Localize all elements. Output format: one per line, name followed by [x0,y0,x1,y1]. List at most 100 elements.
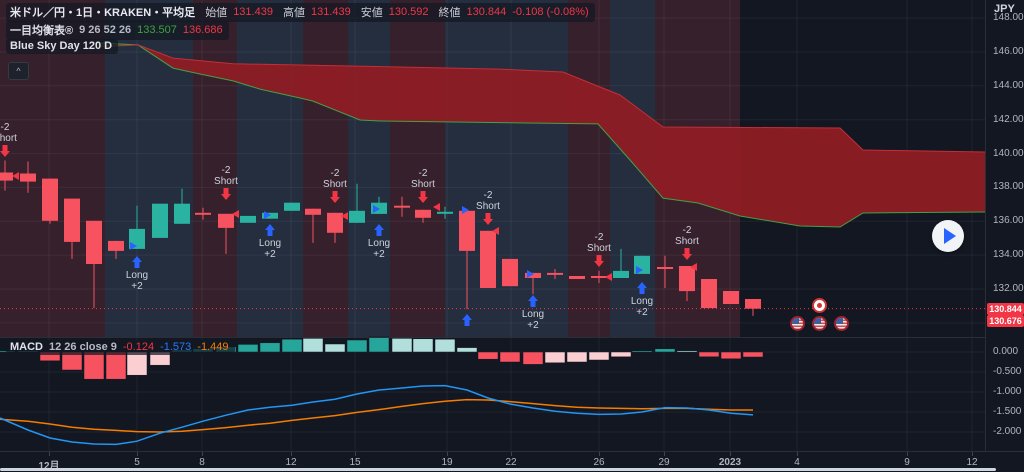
candle-body [108,240,124,251]
candle-body [394,205,410,208]
candle-body [284,202,300,211]
bg-stripe [445,0,568,337]
time-tick-mark [599,452,600,456]
candle-body [569,276,585,279]
short-signal-size: -2 [222,165,231,176]
time-tick-mark [511,452,512,456]
high-value: 131.439 [310,6,351,18]
long-signal-arrow-icon[interactable] [374,224,384,236]
time-tick-label: 22 [505,457,517,468]
long-signal-arrow-icon[interactable] [265,224,275,236]
candle-body [480,230,496,288]
candle-body [437,211,453,214]
long-signal-size: +2 [636,307,648,318]
play-button[interactable] [932,220,964,252]
bg-stripe [568,0,610,337]
candle-body [20,173,36,182]
symbol-title: 米ドル／円・1日・KRAKEN・平均足 [10,7,196,19]
event-dot-core [817,303,822,308]
candle-body [174,203,190,224]
symbol-legend[interactable]: 米ドル／円・1日・KRAKEN・平均足 始値 131.439 高値 131.439 … [6,3,595,22]
long-entry-marker[interactable] [527,270,534,278]
candle-body [64,198,80,242]
short-signal-arrow-icon[interactable] [0,145,10,157]
timeline-scrollbar[interactable] [0,468,996,471]
long-signal-label: Long [631,296,653,307]
time-axis[interactable]: 12月 5 8 12 15 19 22 26 29 2023 4 9 12 [0,451,1024,472]
candle-body [86,220,102,264]
long-signal-label: Long [368,238,390,249]
time-tick-mark [797,452,798,456]
short-entry-marker[interactable] [12,172,19,180]
macd-histogram-bar [742,351,764,358]
macd-histogram-bar [324,343,346,353]
long-signal-arrow-icon[interactable] [637,282,647,294]
macd-signal-value: -1.449 [197,341,229,353]
macd-histogram-bar [720,351,742,360]
short-signal-arrow-icon[interactable] [483,213,493,225]
candle-body [723,291,739,304]
economic-event-dot-icon[interactable] [812,298,827,313]
bg-stripe [303,0,348,337]
short-signal-label: Short [675,236,699,247]
long-entry-marker[interactable] [130,242,137,250]
macd-histogram-bar [302,338,324,353]
long-entry-marker[interactable] [373,205,380,213]
long-signal-arrow-icon[interactable] [132,256,142,268]
bg-stripe [105,0,193,337]
time-tick-label: 12 [966,457,978,468]
long-entry-marker[interactable] [462,206,469,214]
macd-histogram-bar [610,351,632,358]
senkou-b-line [94,44,985,153]
price-axis[interactable]: JPY 130.844 130.676 148.000 146.000 144.00… [985,0,1024,451]
short-signal-label: Short [214,176,238,187]
macd-histogram-bar [105,351,127,380]
short-entry-marker[interactable] [605,273,612,281]
open-value: 131.439 [233,6,273,18]
macd-histogram-bar [391,338,413,353]
short-entry-marker[interactable] [492,227,499,235]
price-tick-label: 134.000 [993,249,1024,260]
economic-event-flag-icon[interactable] [790,316,805,331]
currency-label: JPY [994,3,1015,15]
time-tick-mark [355,452,356,456]
economic-event-flag-icon[interactable] [834,316,849,331]
long-signal-arrow-icon[interactable] [462,314,472,326]
short-signal-arrow-icon[interactable] [330,191,340,203]
price-chart[interactable]: -2Short-2Short-2Short-2Short-2Short-2Sho… [0,0,985,466]
blue-sky-day-name: Blue Sky Day 120 D [10,40,113,52]
macd-histogram-bar [676,350,698,353]
macd-histogram-bar [654,348,676,353]
short-signal-size: -2 [331,168,340,179]
time-tick-mark [202,452,203,456]
candle-body [547,272,563,275]
short-entry-marker[interactable] [341,212,348,220]
short-signal-arrow-icon[interactable] [221,188,231,200]
macd-params: 12 26 close 9 [49,341,117,353]
time-tick-mark [291,452,292,456]
economic-event-flag-icon[interactable] [812,316,827,331]
short-signal-arrow-icon[interactable] [594,255,604,267]
candle-body [262,212,278,219]
macd-legend[interactable]: MACD 12 26 close 9 -0.124 -1.573 -1.449 [6,340,235,355]
legend-collapse-button[interactable]: ^ [8,62,29,80]
blue-sky-day-legend[interactable]: Blue Sky Day 120 D [6,39,119,54]
short-entry-marker[interactable] [433,203,440,211]
candle-body [152,203,168,238]
long-entry-marker[interactable] [264,211,271,219]
candle-body [745,299,761,309]
low-label: 安値 [360,7,383,19]
time-tick-label: 4 [794,457,800,468]
short-entry-marker[interactable] [232,210,239,218]
long-entry-marker[interactable] [636,266,643,274]
long-signal-label: Long [522,309,544,320]
short-signal-arrow-icon[interactable] [418,191,428,203]
short-signal-label: Short [587,243,611,254]
pane-separator[interactable] [0,337,1024,338]
candle-body [415,209,431,218]
long-signal-arrow-icon[interactable] [528,295,538,307]
short-signal-arrow-icon[interactable] [682,248,692,260]
ichimoku-legend[interactable]: 一目均衡表® 9 26 52 26 133.507 136.686 [6,21,229,40]
short-entry-marker[interactable] [690,263,697,271]
short-signal-label: Short [0,133,17,144]
